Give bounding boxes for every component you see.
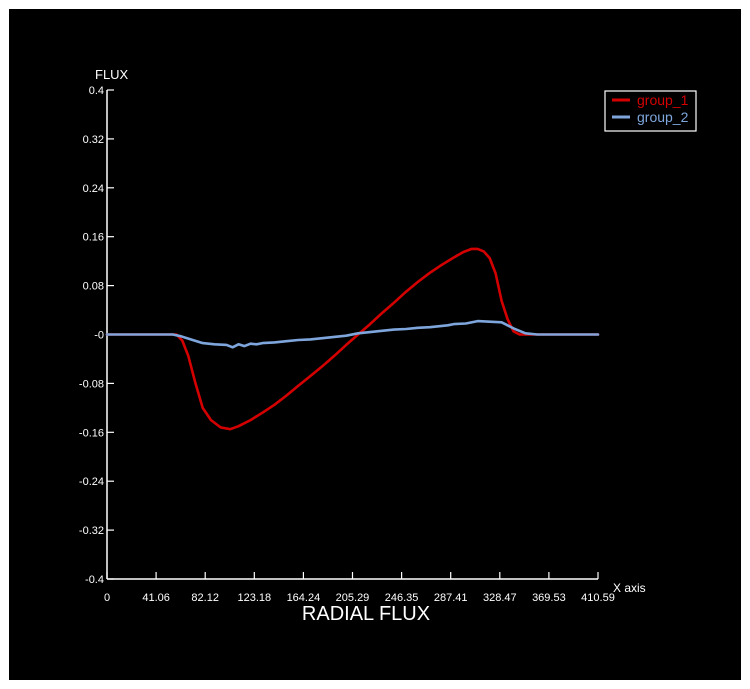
x-tick-label: 82.12 <box>191 592 219 604</box>
x-axis-label: X axis <box>613 581 646 595</box>
x-tick-label: 410.59 <box>581 592 615 604</box>
series-line-group-2 <box>105 319 600 349</box>
legend-box <box>604 90 697 132</box>
y-tick-label: 0.32 <box>83 134 104 146</box>
series-line-group-1 <box>105 247 600 431</box>
y-tick-label: -0.24 <box>79 476 104 488</box>
y-tick-label: -0.08 <box>79 378 104 390</box>
x-tick-label: 369.53 <box>532 592 566 604</box>
x-tick-label: 41.06 <box>142 592 170 604</box>
y-tick-label: -0 <box>94 330 104 342</box>
y-tick-label: 0.4 <box>89 85 104 97</box>
x-tick-label: 328.47 <box>483 592 517 604</box>
legend: group_1 group_2 <box>604 90 697 132</box>
y-tick-label: 0.08 <box>83 281 104 293</box>
y-ticks: 0.4 0.32 0.24 0.16 0.08 -0 -0.08 -0.16 -0.24 -0.3… <box>79 85 114 586</box>
chart-panel: 0.4 0.32 0.24 0.16 0.08 -0 -0.08 -0.16 -0.24 -0.3… <box>9 9 741 680</box>
x-tick-label: 246.35 <box>385 592 419 604</box>
legend-label-group-1: group_1 <box>637 92 689 108</box>
x-ticks: 0 41.06 82.12 123.18 164.24 205.29 246.35 287.4… <box>104 572 615 604</box>
series-layer <box>105 247 600 431</box>
x-tick-label: 0 <box>104 592 110 604</box>
radial-flux-chart: 0.4 0.32 0.24 0.16 0.08 -0 -0.08 -0.16 -0.24 -0.3… <box>79 67 697 625</box>
y-tick-label: -0.32 <box>79 525 104 537</box>
y-tick-label: -0.16 <box>79 427 104 439</box>
y-tick-label: 0.16 <box>83 232 104 244</box>
legend-label-group-2: group_2 <box>637 109 689 125</box>
chart-title: RADIAL FLUX <box>302 603 430 625</box>
x-tick-label: 123.18 <box>237 592 271 604</box>
y-tick-label: -0.4 <box>85 574 104 586</box>
x-tick-label: 205.29 <box>336 592 370 604</box>
y-axis-label: FLUX <box>95 67 129 82</box>
x-tick-label: 287.41 <box>434 592 468 604</box>
x-tick-label: 164.24 <box>287 592 321 604</box>
y-tick-label: 0.24 <box>83 183 104 195</box>
